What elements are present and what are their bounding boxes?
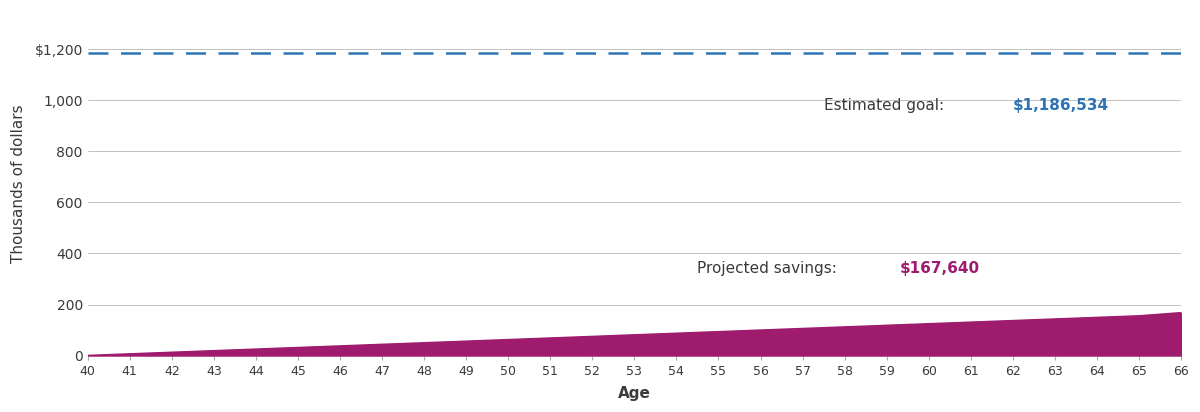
Text: Projected savings:: Projected savings: [697, 261, 842, 276]
X-axis label: Age: Age [618, 386, 650, 401]
Text: $167,640: $167,640 [899, 261, 979, 276]
Text: Estimated goal:: Estimated goal: [823, 98, 948, 113]
Text: $1,186,534: $1,186,534 [1013, 98, 1109, 113]
Y-axis label: Thousands of dollars: Thousands of dollars [11, 104, 26, 262]
